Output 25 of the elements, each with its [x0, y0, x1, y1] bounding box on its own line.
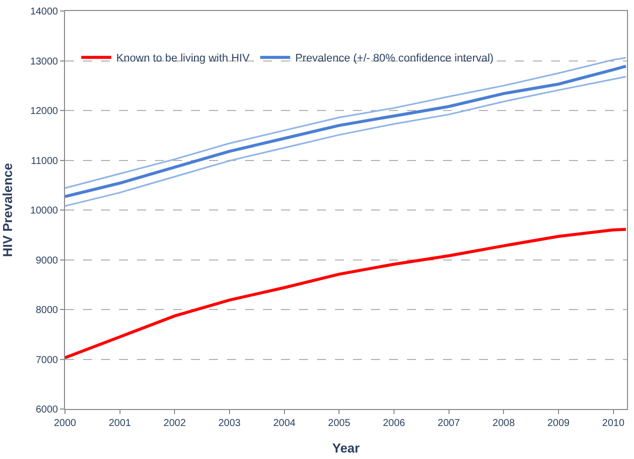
x-tick-label: 2003	[218, 418, 242, 429]
x-tick-label: 2010	[602, 418, 625, 429]
x-tick-label: 2000	[54, 418, 77, 429]
y-tick-label: 10000	[30, 206, 58, 216]
legend-label: Known to be living with HIV	[116, 52, 250, 65]
y-tick-label: 7000	[36, 354, 58, 366]
y-tick-label: 14000	[30, 6, 58, 18]
y-axis-title: HIV Prevalence	[0, 163, 15, 257]
x-tick-label: 2005	[328, 418, 351, 429]
x-tick-label: 2002	[164, 418, 186, 429]
y-tick-label: 6000	[36, 404, 58, 416]
y-tick-label: 8000	[36, 305, 58, 316]
y-tick-label: 13000	[30, 56, 58, 68]
y-tick-label: 11000	[30, 156, 58, 167]
x-tick-label: 2009	[547, 418, 570, 429]
legend-label: Prevalence (+/- 80% confidence interval)	[295, 52, 494, 65]
x-tick-label: 2008	[492, 418, 516, 429]
x-axis-title: Year	[332, 440, 360, 456]
x-tick-label: 2004	[273, 418, 296, 429]
x-tick-label: 2007	[438, 418, 460, 429]
line-series	[65, 228, 627, 360]
x-tick-label: 2006	[382, 418, 406, 429]
x-tick-label: 2001	[108, 418, 132, 429]
y-tick-label: 9000	[36, 255, 58, 266]
y-tick-label: 12000	[30, 106, 58, 117]
